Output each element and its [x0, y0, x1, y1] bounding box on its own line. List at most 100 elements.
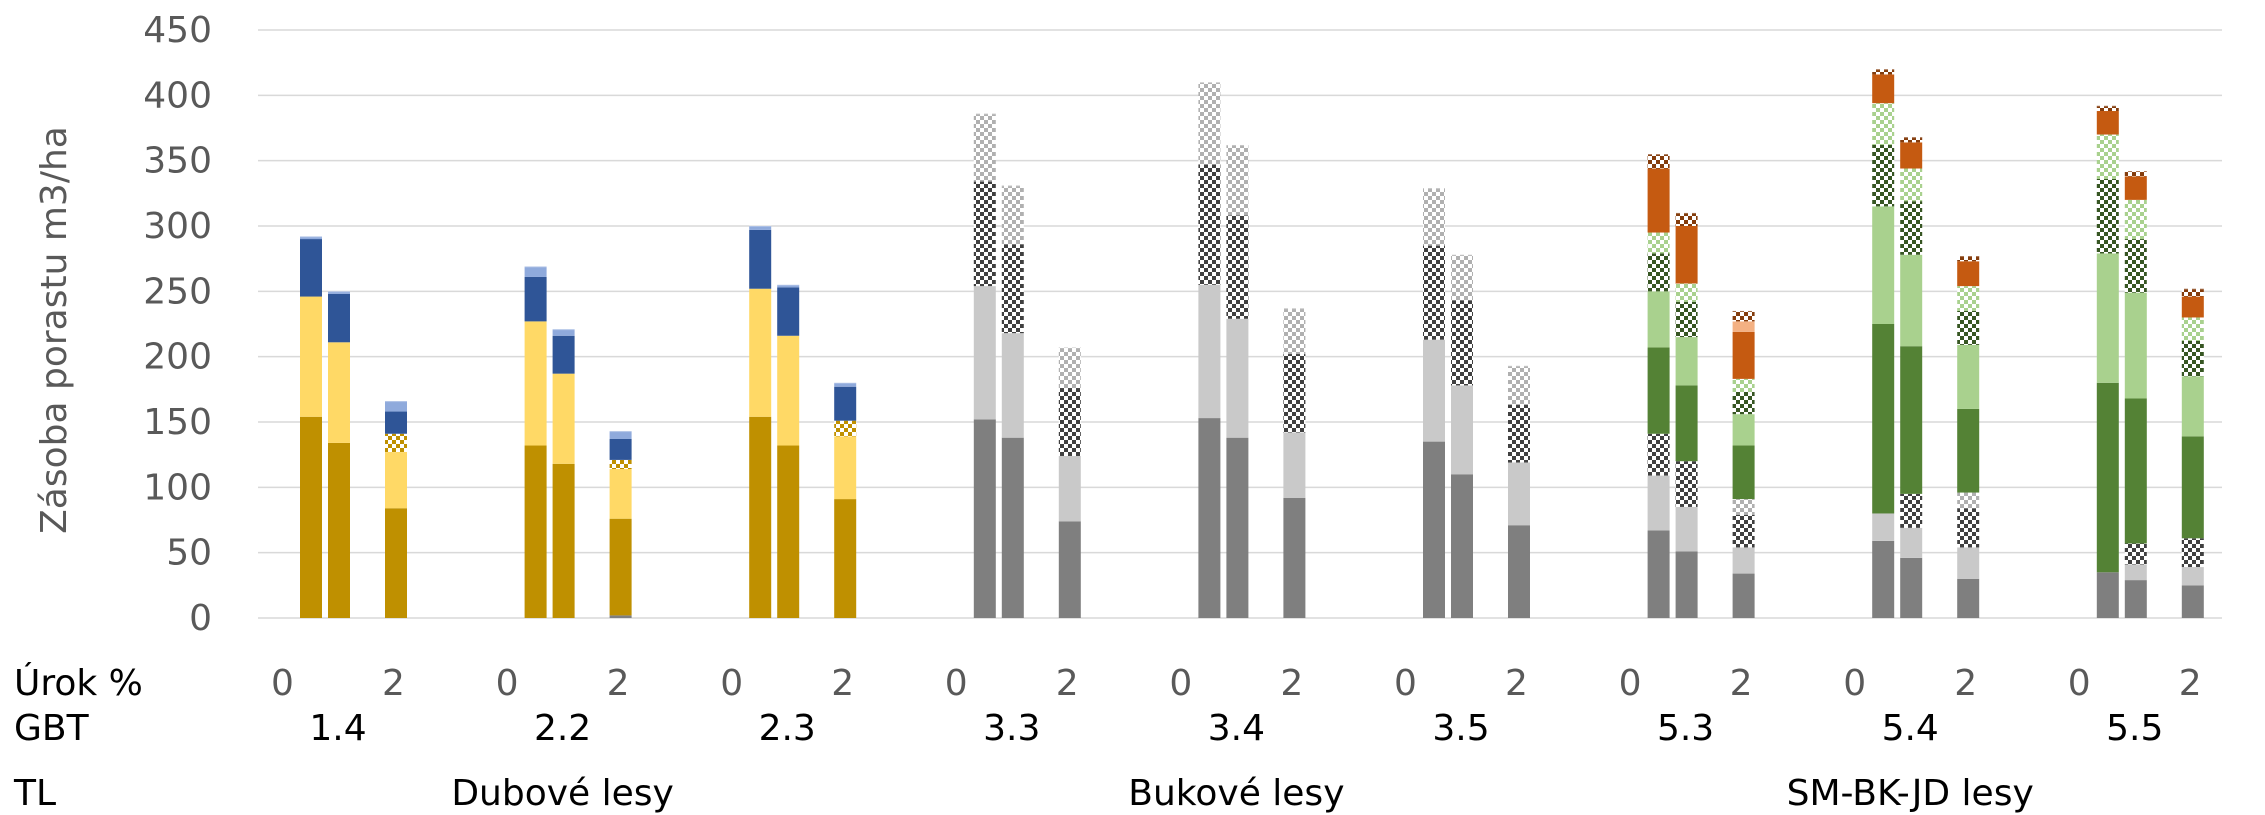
bar-segment — [2181, 567, 2204, 586]
bar-segment — [609, 469, 632, 519]
bar-segment — [1957, 344, 1980, 409]
bar-segment — [609, 459, 632, 470]
bar-segment — [524, 266, 547, 277]
y-tick-label: 0 — [189, 598, 212, 639]
y-tick-label: 200 — [143, 337, 212, 378]
bar-segment — [1732, 514, 1755, 548]
bar-top-cap — [749, 225, 772, 227]
bar-group-2.2 — [524, 265, 632, 618]
bar-top-cap — [1900, 136, 1923, 139]
bar-top-cap — [328, 290, 350, 293]
rate-tick-label: 0 — [1394, 663, 1417, 704]
bar-segment — [1451, 254, 1473, 301]
gbt-label: 3.4 — [1208, 708, 1265, 749]
bar-segment — [2096, 134, 2119, 179]
bar-segment — [1872, 513, 1895, 541]
bar-segment — [385, 433, 407, 453]
forest-type-label: SM-BK-JD lesy — [1787, 773, 2034, 814]
bar-top-cap — [834, 381, 857, 384]
bar-top-cap — [2181, 287, 2204, 290]
bar-segment — [1283, 308, 1306, 355]
bar-segment — [1900, 137, 1923, 143]
bar-top-cap — [609, 430, 632, 433]
bar-segment — [834, 382, 857, 387]
y-tick-label: 400 — [143, 75, 212, 116]
bar-segment — [2181, 538, 2204, 568]
rate-tick-label: 2 — [382, 663, 405, 704]
bar-segment — [1957, 310, 1980, 345]
bar-segment — [1872, 324, 1895, 514]
bar-segment — [1957, 578, 1980, 618]
bar-top-cap — [2124, 170, 2147, 173]
bar-segment — [2124, 292, 2147, 399]
bar-segment — [1451, 474, 1473, 618]
gbt-label: 2.2 — [534, 708, 591, 749]
bar-segment — [1226, 437, 1249, 618]
bar-segment — [973, 113, 996, 182]
bar-segment — [1058, 521, 1081, 618]
bar-segment — [1647, 232, 1670, 254]
bar-segment — [1058, 455, 1081, 522]
bar-segment — [1423, 245, 1445, 340]
bar-segment — [1900, 254, 1923, 347]
bar-top-cap — [1675, 211, 1698, 214]
bar-segment — [1283, 497, 1306, 618]
x-axis-labels: Úrok % GBT TL 0 2 1.4 0 2 2.2 0 2 2.3 0 2 3.3 0 2 3.4 0… — [13, 662, 2202, 814]
bar-segment — [1198, 284, 1221, 419]
bar-segment — [1900, 346, 1923, 494]
bar-segment — [552, 463, 575, 618]
bar-segment — [1198, 82, 1221, 165]
gbt-label: 2.3 — [759, 708, 816, 749]
bar-segment — [2096, 111, 2119, 135]
y-tick-label: 450 — [143, 10, 212, 51]
bar-segment — [1675, 337, 1698, 386]
gbt-label: 5.5 — [2106, 708, 2163, 749]
bar-segment — [1900, 168, 1923, 202]
bar-segment — [777, 445, 800, 618]
rate-tick-label: 0 — [1169, 663, 1192, 704]
y-tick-label: 50 — [166, 533, 212, 574]
bar-segment — [749, 226, 772, 230]
bar-segment — [1226, 318, 1249, 438]
bar-segment — [1872, 540, 1895, 618]
bar-segment — [1957, 261, 1980, 287]
rate-tick-label: 0 — [720, 663, 743, 704]
rate-tick-label: 0 — [2068, 663, 2091, 704]
bar-top-cap — [1451, 253, 1473, 256]
bar-segment — [609, 615, 632, 618]
bar-segment — [834, 386, 857, 421]
bar-segment — [609, 438, 632, 460]
y-tick-label: 150 — [143, 402, 212, 443]
y-tick-label: 100 — [143, 467, 212, 508]
bar-segment — [2124, 580, 2147, 618]
bar-segment — [2096, 572, 2119, 618]
tl-row-label: TL — [13, 773, 56, 814]
bar-segment — [1058, 347, 1081, 389]
gbt-label: 3.3 — [983, 708, 1040, 749]
bar-segment — [2096, 253, 2119, 383]
bar-top-cap — [524, 265, 547, 268]
bar-segment — [1872, 74, 1895, 104]
bar-segment — [973, 181, 996, 287]
y-axis-ticks: 0 50 100 150 200 250 300 350 400 450 — [143, 10, 212, 639]
bar-segment — [1732, 547, 1755, 574]
bar-segment — [1001, 333, 1024, 438]
bar-segment — [2124, 398, 2147, 544]
bar-segment — [1423, 188, 1445, 246]
bar-segment — [1900, 527, 1923, 558]
gbt-label: 5.3 — [1657, 708, 1714, 749]
bar-segment — [1647, 291, 1670, 348]
bar-top-cap — [385, 400, 407, 403]
bar-segment — [1957, 286, 1980, 311]
bar-top-cap — [1872, 68, 1895, 71]
bar-segment — [1957, 256, 1980, 262]
bar-segment — [328, 291, 350, 294]
bar-segment — [385, 508, 407, 618]
bar-top-cap — [1198, 81, 1221, 84]
bar-top-cap — [777, 283, 800, 286]
bar-segment — [385, 411, 407, 434]
bar-group-1.4 — [300, 235, 407, 618]
bar-segment — [777, 335, 800, 446]
bar-segment — [609, 431, 632, 439]
bar-segment — [1732, 310, 1755, 322]
